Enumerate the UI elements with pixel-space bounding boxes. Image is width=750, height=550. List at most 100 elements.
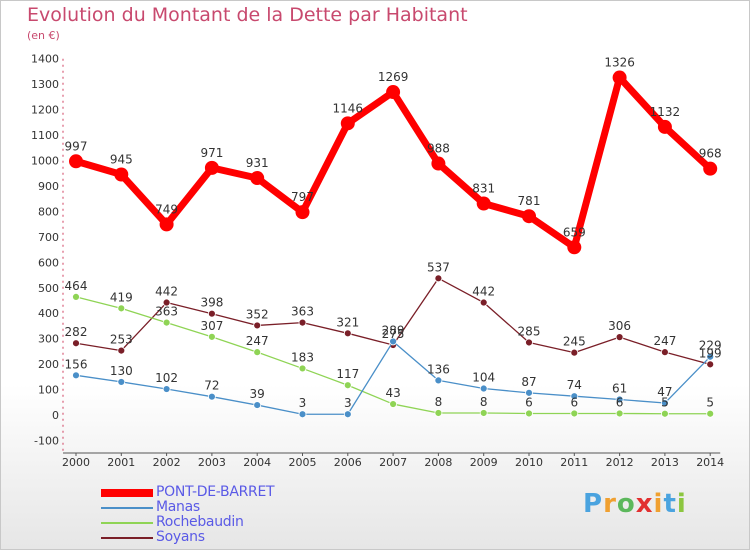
data-point (295, 205, 310, 220)
data-label: 659 (563, 225, 586, 239)
data-label: 39 (250, 387, 265, 401)
x-tick-label: 2011 (560, 456, 588, 469)
y-tick-label: 600 (38, 256, 59, 269)
data-label: 130 (110, 364, 133, 378)
data-label: 6 (525, 395, 533, 409)
x-tick-label: 2007 (379, 456, 407, 469)
legend-swatch (101, 537, 153, 539)
data-point (570, 348, 579, 357)
data-point (434, 274, 443, 283)
data-label: 229 (699, 339, 722, 353)
legend-swatch (101, 507, 153, 509)
data-point (615, 333, 624, 342)
data-label: 3 (299, 396, 307, 410)
data-label: 6 (570, 395, 578, 409)
x-tick-label: 2009 (470, 456, 498, 469)
data-label: 306 (608, 319, 631, 333)
y-tick-label: 300 (38, 333, 59, 346)
data-point (567, 240, 582, 255)
data-point (250, 171, 265, 186)
data-label: 968 (699, 147, 722, 161)
proxiti-logo: Proxiti (583, 489, 687, 519)
data-label: 74 (567, 378, 582, 392)
data-label: 537 (427, 260, 450, 274)
y-tick-label: 100 (38, 384, 59, 397)
legend-swatch (101, 522, 153, 524)
data-label: 307 (200, 319, 223, 333)
data-point (253, 401, 262, 409)
data-point (253, 348, 262, 357)
x-tick-label: 2008 (424, 456, 452, 469)
data-label: 87 (521, 375, 536, 389)
y-tick-label: 1400 (31, 53, 59, 66)
data-point (703, 161, 718, 176)
legend-label: Rochebaudin (156, 514, 244, 530)
data-point (72, 293, 80, 301)
data-point (434, 409, 443, 417)
logo-letter: P (583, 489, 604, 519)
data-label: 61 (612, 381, 627, 395)
data-label: 1146 (333, 101, 364, 115)
data-label: 156 (65, 357, 88, 371)
data-label: 442 (472, 285, 495, 299)
data-point (72, 371, 80, 380)
x-tick-label: 2002 (153, 456, 181, 469)
data-point (159, 217, 174, 232)
data-label: 136 (427, 362, 450, 376)
data-point (386, 85, 401, 100)
data-label: 247 (653, 334, 676, 348)
data-label: 5 (661, 396, 669, 410)
y-tick-label: 1300 (31, 78, 59, 91)
y-tick-label: 1100 (31, 129, 59, 142)
data-point (706, 360, 715, 369)
data-label: 183 (291, 350, 314, 364)
data-point (615, 409, 624, 418)
legend-label: PONT-DE-BARRET (156, 484, 275, 500)
data-point (253, 321, 262, 330)
data-point (706, 352, 715, 361)
chart-title: Evolution du Montant de la Dette par Hab… (27, 4, 468, 26)
logo-letter: i (653, 489, 664, 519)
logo-letter: x (635, 489, 654, 519)
logo-letter: o (616, 489, 636, 519)
data-label: 1269 (378, 70, 409, 84)
data-label: 464 (65, 279, 88, 293)
data-point (207, 392, 216, 401)
data-label: 245 (563, 335, 586, 349)
logo-letter: r (603, 489, 617, 519)
y-tick-label: 900 (38, 180, 59, 193)
data-label: 831 (472, 182, 495, 196)
data-point (72, 339, 80, 348)
data-point (434, 376, 443, 385)
data-point (389, 337, 398, 346)
data-label: 72 (204, 379, 219, 393)
data-label: 1326 (604, 56, 635, 70)
data-label: 253 (110, 333, 133, 347)
data-label: 997 (65, 139, 88, 153)
data-label: 47 (657, 385, 672, 399)
data-label: 282 (65, 325, 88, 339)
data-point (114, 167, 129, 182)
data-label: 104 (472, 371, 495, 385)
data-label: 749 (155, 202, 178, 216)
data-label: 275 (382, 327, 405, 341)
x-tick-label: 2010 (515, 456, 543, 469)
data-label: 289 (382, 323, 405, 337)
data-label: 442 (155, 285, 178, 299)
data-label: 43 (385, 386, 400, 400)
data-label: 363 (155, 305, 178, 319)
x-tick-label: 2006 (334, 456, 362, 469)
data-label: 5 (706, 396, 714, 410)
x-tick-label: 2012 (606, 456, 634, 469)
data-label: 102 (155, 371, 178, 385)
y-tick-label: 1200 (31, 104, 59, 117)
data-point (117, 304, 126, 313)
data-label: 781 (518, 194, 541, 208)
x-tick-label: 2005 (289, 456, 317, 469)
legend-label: Soyans (156, 529, 205, 545)
x-tick-label: 2014 (696, 456, 724, 469)
y-tick-label: 400 (38, 307, 59, 320)
data-label: 6 (616, 395, 624, 409)
